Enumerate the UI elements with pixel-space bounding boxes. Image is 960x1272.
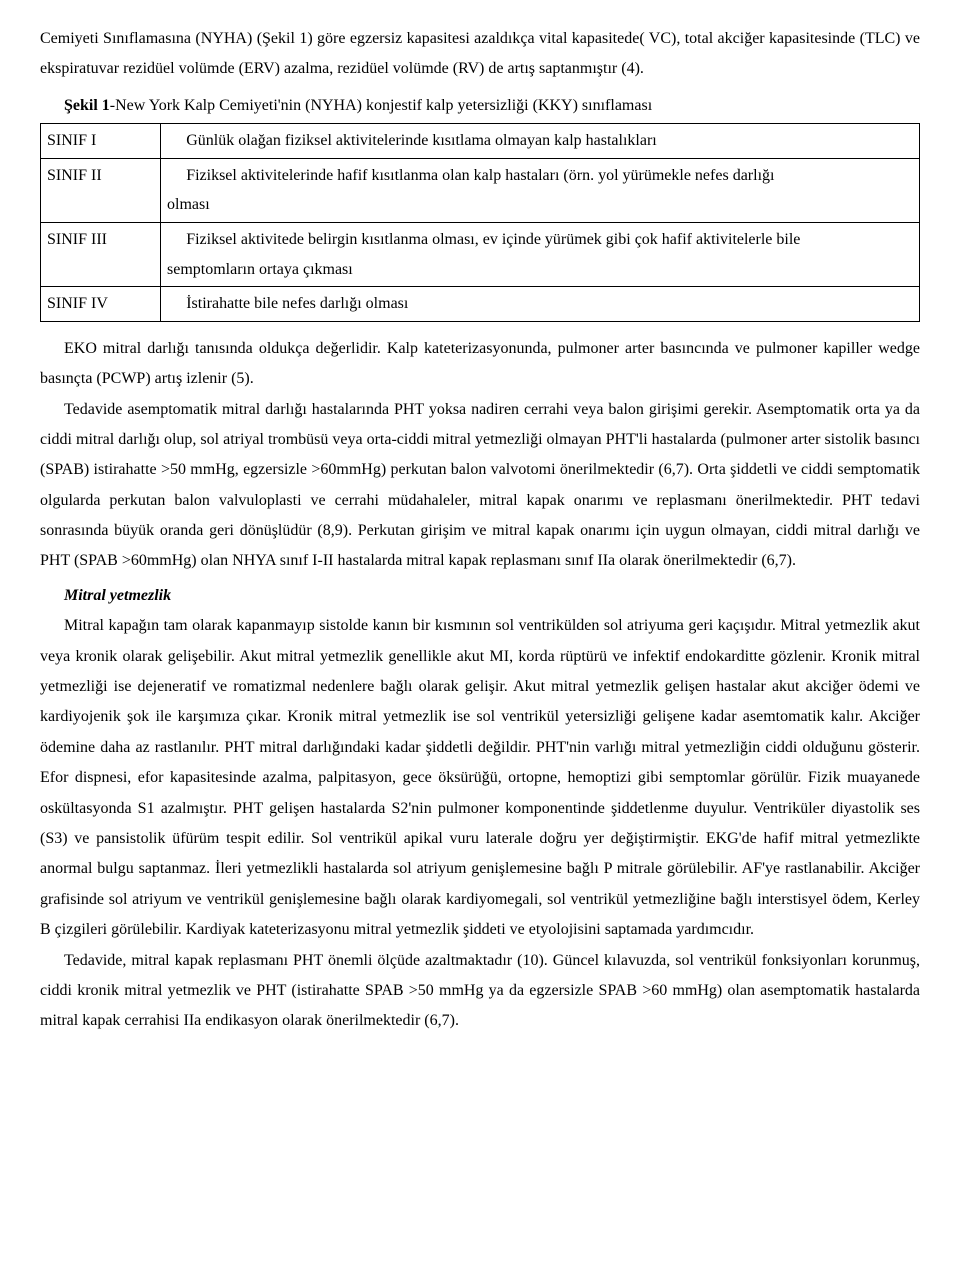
nyha-classification-table: SINIF I Günlük olağan fiziksel aktivitel… [40, 123, 920, 322]
row1-class-label: SINIF I [41, 124, 161, 159]
table-row: SINIF IV İstirahatte bile nefes darlığı … [41, 287, 920, 322]
body-paragraph-2: EKO mitral darlığı tanısında oldukça değ… [40, 334, 920, 395]
section-heading-mitral-yetmezlik: Mitral yetmezlik [40, 581, 920, 611]
table-caption: Şekil 1-New York Kalp Cemiyeti'nin (NYHA… [40, 91, 920, 121]
body-paragraph-3: Tedavide asemptomatik mitral darlığı has… [40, 395, 920, 577]
table-row: SINIF III Fiziksel aktivitede belirgin k… [41, 222, 920, 286]
table-caption-bold: Şekil 1 [64, 97, 110, 114]
row2-desc-line2: olması [167, 190, 913, 220]
row4-class-label: SINIF IV [41, 287, 161, 322]
table-row: SINIF II Fiziksel aktivitelerinde hafif … [41, 158, 920, 222]
row2-description: Fiziksel aktivitelerinde hafif kısıtlanm… [161, 158, 920, 222]
body-paragraph-5: Tedavide, mitral kapak replasmanı PHT ön… [40, 946, 920, 1037]
row3-desc-line1: Fiziksel aktivitede belirgin kısıtlanma … [167, 225, 913, 255]
row2-class-label: SINIF II [41, 158, 161, 222]
row3-description: Fiziksel aktivitede belirgin kısıtlanma … [161, 222, 920, 286]
row1-desc-line1: Günlük olağan fiziksel aktivitelerinde k… [167, 126, 913, 156]
row2-desc-line1: Fiziksel aktivitelerinde hafif kısıtlanm… [167, 161, 913, 191]
row1-description: Günlük olağan fiziksel aktivitelerinde k… [161, 124, 920, 159]
row4-description: İstirahatte bile nefes darlığı olması [161, 287, 920, 322]
table-row: SINIF I Günlük olağan fiziksel aktivitel… [41, 124, 920, 159]
table-caption-rest: -New York Kalp Cemiyeti'nin (NYHA) konje… [110, 97, 652, 114]
body-paragraph-4: Mitral kapağın tam olarak kapanmayıp sis… [40, 611, 920, 945]
row3-class-label: SINIF III [41, 222, 161, 286]
intro-paragraph: Cemiyeti Sınıflamasına (NYHA) (Şekil 1) … [40, 24, 920, 85]
row4-desc-line1: İstirahatte bile nefes darlığı olması [167, 289, 913, 319]
row3-desc-line2: semptomların ortaya çıkması [167, 255, 913, 285]
